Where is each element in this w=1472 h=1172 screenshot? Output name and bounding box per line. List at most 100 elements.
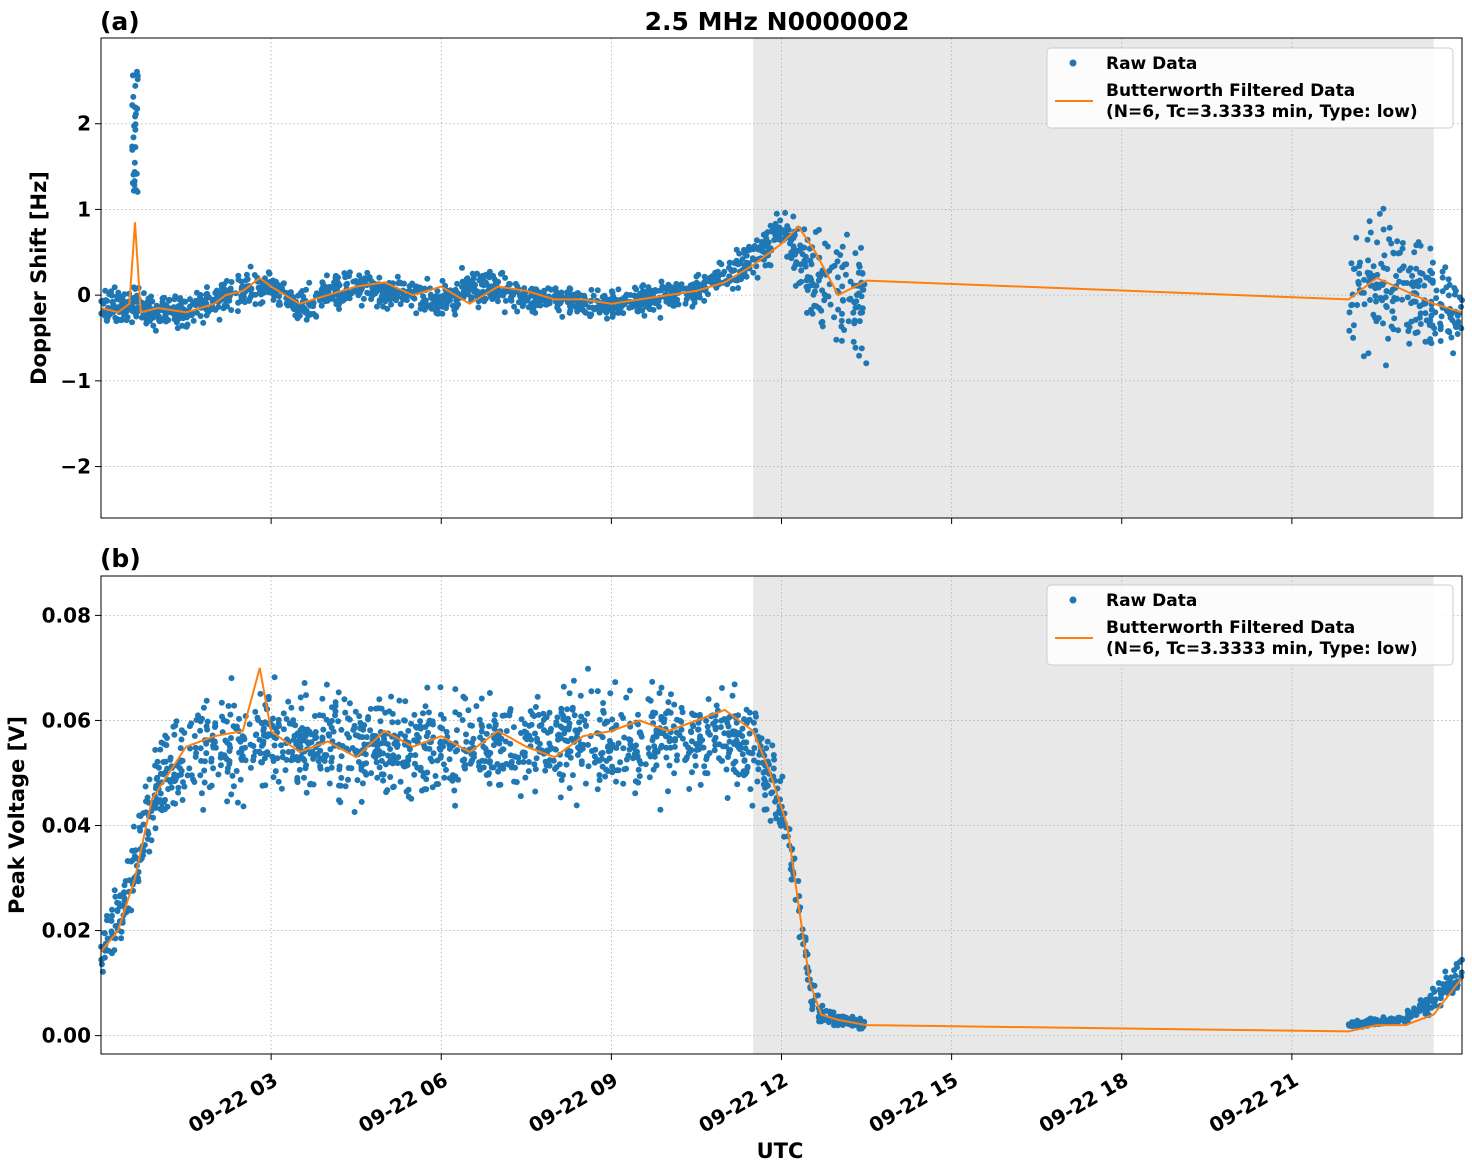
- panel-a-raw-point: [615, 286, 622, 293]
- panel-a-raw-point: [1388, 240, 1395, 247]
- panel-b-raw-point: [719, 685, 725, 691]
- panel-b-raw-point: [701, 763, 708, 770]
- panel-b-raw-point: [98, 961, 105, 968]
- panel-a-raw-point: [323, 272, 330, 279]
- panel-b-raw-point: [1427, 993, 1434, 1000]
- panel-b-raw-point: [443, 766, 449, 773]
- panel-b-legend-box: [1046, 584, 1454, 666]
- panel-a-raw-point: [132, 113, 139, 120]
- panel-b-raw-point: [478, 728, 485, 735]
- panel-b-raw-point: [566, 690, 573, 697]
- panel-b-raw-point: [540, 716, 547, 723]
- panel-a-raw-point: [102, 287, 109, 294]
- panel-b-raw-point: [233, 768, 240, 774]
- panel-a-raw-point: [248, 285, 255, 292]
- panel-b-raw-point: [1454, 964, 1461, 971]
- panel-a-raw-point: [819, 318, 826, 325]
- panel-b-raw-point: [723, 743, 729, 750]
- panel-b-raw-point: [336, 797, 342, 804]
- panel-a-raw-point: [1433, 295, 1440, 302]
- panel-b-raw-point: [692, 762, 699, 769]
- panel-a-raw-point: [566, 309, 573, 316]
- panel-b-raw-point: [270, 774, 277, 781]
- panel-b-raw-point: [278, 742, 285, 749]
- panel-b-raw-point: [1456, 959, 1463, 965]
- panel-a-raw-point: [791, 265, 797, 271]
- panel-b-raw-point: [646, 774, 653, 781]
- panel-b-raw-point: [279, 749, 286, 756]
- panel-a-raw-point: [1405, 328, 1412, 335]
- panel-b-raw-point: [620, 780, 627, 787]
- panel-b-raw-point: [663, 744, 670, 751]
- panel-a-raw-point: [192, 302, 199, 309]
- panel-b-raw-point: [122, 878, 129, 884]
- panel-b-raw-point: [657, 806, 664, 813]
- panel-a-raw-point: [798, 267, 805, 274]
- panel-a-raw-point: [657, 314, 664, 321]
- panel-b-raw-point: [154, 758, 161, 765]
- panel-a-raw-point: [842, 271, 849, 278]
- panel-b-raw-point: [422, 703, 429, 710]
- panel-a-raw-point: [1355, 278, 1362, 285]
- panel-b-raw-point: [187, 745, 193, 752]
- panel-a-raw-point: [1360, 353, 1367, 360]
- panel-a-raw-point: [132, 310, 139, 317]
- panel-b-raw-point: [558, 777, 565, 783]
- panel-a-raw-point: [816, 305, 823, 312]
- panel-b-raw-point: [437, 746, 444, 753]
- panel-b-raw-point: [289, 753, 296, 760]
- panel-b-raw-point: [795, 878, 802, 884]
- panel-b-raw-point: [423, 733, 430, 740]
- panel-a-raw-point: [364, 269, 371, 276]
- panel-a-raw-point: [241, 299, 248, 306]
- panel-a-raw-point: [1433, 287, 1440, 294]
- panel-b-raw-point: [497, 748, 504, 755]
- panel-a-raw-point: [502, 274, 509, 281]
- panel-b-raw-point: [508, 758, 515, 765]
- panel-a-raw-point: [587, 313, 594, 320]
- panel-a-raw-point: [1437, 323, 1444, 330]
- panel-a-raw-point: [652, 297, 659, 304]
- panel-a-raw-point: [678, 285, 685, 292]
- panel-a-raw-point: [839, 243, 846, 250]
- panel-a-raw-point: [1399, 296, 1406, 303]
- panel-b-raw-point: [760, 781, 767, 788]
- panel-a-raw-point: [1409, 272, 1416, 279]
- panel-a-raw-point: [797, 261, 804, 268]
- panel-a-raw-point: [604, 315, 610, 322]
- panel-a-raw-point: [586, 304, 593, 311]
- panel-b-raw-point: [298, 734, 305, 741]
- panel-a-raw-point: [645, 284, 652, 291]
- panel-b-raw-point: [468, 739, 475, 746]
- panel-b-raw-point: [609, 716, 616, 723]
- panel-b-raw-point: [559, 724, 566, 731]
- panel-b-raw-point: [188, 720, 195, 727]
- panel-a-raw-point: [1385, 335, 1392, 342]
- panel-a-raw-point: [580, 300, 587, 307]
- panel-a-raw-point: [1445, 328, 1451, 335]
- panel-a-raw-point: [259, 283, 266, 290]
- panel-a-raw-point: [215, 303, 222, 310]
- panel-b-raw-point: [103, 912, 110, 919]
- panel-b-raw-point: [344, 731, 351, 737]
- panel-b-raw-point: [219, 713, 225, 720]
- panel-b-raw-point: [315, 758, 322, 765]
- panel-a-raw-point: [1455, 318, 1462, 325]
- panel-b-raw-point: [596, 716, 603, 723]
- panel-b-raw-point: [1417, 1002, 1424, 1008]
- panel-a-raw-point: [1367, 229, 1374, 236]
- panel-b-raw-point: [250, 757, 257, 764]
- panel-a-raw-point: [478, 277, 485, 284]
- panel-b-raw-point: [554, 714, 561, 721]
- panel-b-raw-point: [130, 823, 137, 830]
- panel-b-raw-point: [815, 992, 821, 999]
- panel-b-raw-point: [556, 771, 563, 777]
- panel-b-raw-point: [305, 740, 312, 747]
- panel-b-raw-point: [538, 721, 545, 728]
- panel-a-raw-point: [134, 76, 141, 83]
- panel-a-raw-point: [834, 258, 841, 265]
- panel-b-raw-point: [390, 783, 397, 790]
- panel-b-raw-point: [695, 726, 702, 733]
- panel-a-raw-point: [629, 302, 636, 309]
- panel-a-raw-point: [807, 274, 814, 281]
